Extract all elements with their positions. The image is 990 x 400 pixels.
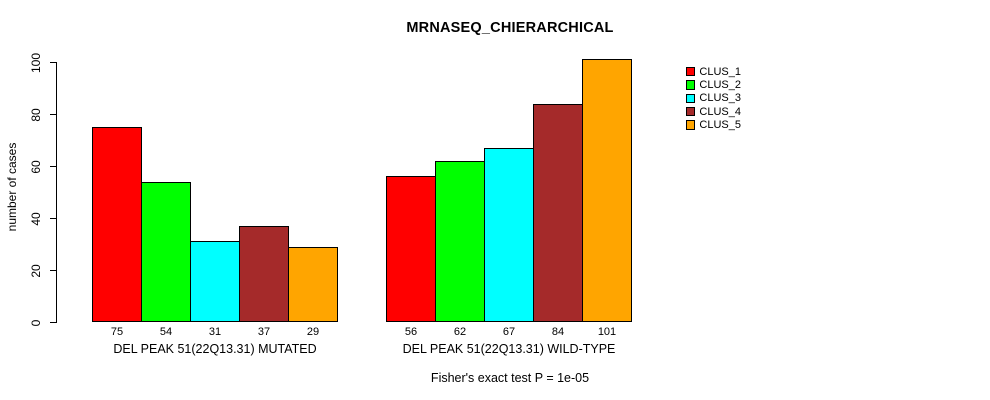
legend-color-swatch [686, 80, 696, 90]
bar-value-label: 67 [502, 326, 516, 338]
bar-value-label: 29 [306, 326, 320, 338]
legend-label: CLUS_3 [699, 92, 741, 105]
y-axis-line [56, 62, 57, 323]
y-tick-label: 0 [29, 319, 43, 326]
y-tick-mark [50, 114, 56, 115]
group-axis-label: DEL PEAK 51(22Q13.31) MUTATED [113, 342, 317, 356]
bar-clus_5-group2 [582, 59, 632, 322]
y-tick-label: 20 [29, 263, 43, 278]
bar-clus_1-group2 [386, 176, 436, 322]
bar-clus_1-group1 [92, 127, 142, 322]
y-tick-label: 80 [29, 107, 43, 122]
legend-label: CLUS_2 [699, 78, 741, 91]
y-tick-label: 40 [29, 211, 43, 226]
legend-item: CLUS_5 [686, 118, 741, 131]
y-tick-label: 60 [29, 159, 43, 174]
legend-item: CLUS_3 [686, 92, 741, 105]
legend-item: CLUS_2 [686, 78, 741, 91]
bar-clus_2-group1 [141, 182, 191, 322]
legend: CLUS_1 CLUS_2 CLUS_3 CLUS_4 CLUS_5 [686, 65, 741, 131]
bar-value-label: 56 [404, 326, 418, 338]
legend-color-swatch [686, 93, 696, 103]
y-axis-label: number of cases [5, 142, 19, 232]
legend-color-swatch [686, 120, 696, 130]
y-tick-mark [50, 166, 56, 167]
legend-label: CLUS_5 [699, 118, 741, 131]
group-axis-label: DEL PEAK 51(22Q13.31) WILD-TYPE [402, 342, 616, 356]
bar-value-label: 54 [159, 326, 173, 338]
legend-item: CLUS_1 [686, 65, 741, 78]
bar-value-label: 101 [597, 326, 617, 338]
bar-clus_2-group2 [435, 161, 485, 322]
y-tick-mark [50, 322, 56, 323]
y-tick-mark [50, 270, 56, 271]
legend-label: CLUS_4 [699, 105, 741, 118]
legend-color-swatch [686, 106, 696, 117]
bar-value-label: 62 [453, 326, 467, 338]
chart-title: MRNASEQ_CHIERARCHICAL [406, 20, 614, 36]
bar-clus_4-group1 [239, 226, 289, 322]
y-tick-mark [50, 62, 56, 63]
bar-clus_3-group2 [484, 148, 534, 322]
bar-value-label: 37 [257, 326, 271, 338]
fisher-test-note: Fisher's exact test P = 1e-05 [430, 371, 590, 385]
bar-clus_4-group2 [533, 104, 583, 322]
bar-value-label: 31 [208, 326, 222, 338]
legend-item: CLUS_4 [686, 105, 741, 118]
legend-color-swatch [686, 67, 696, 77]
y-tick-mark [50, 218, 56, 219]
bar-clus_5-group1 [288, 247, 338, 322]
y-tick-label: 100 [29, 52, 43, 73]
bar-value-label: 84 [551, 326, 565, 338]
bar-clus_3-group1 [190, 241, 240, 322]
legend-label: CLUS_1 [699, 65, 741, 78]
bar-value-label: 75 [110, 326, 124, 338]
